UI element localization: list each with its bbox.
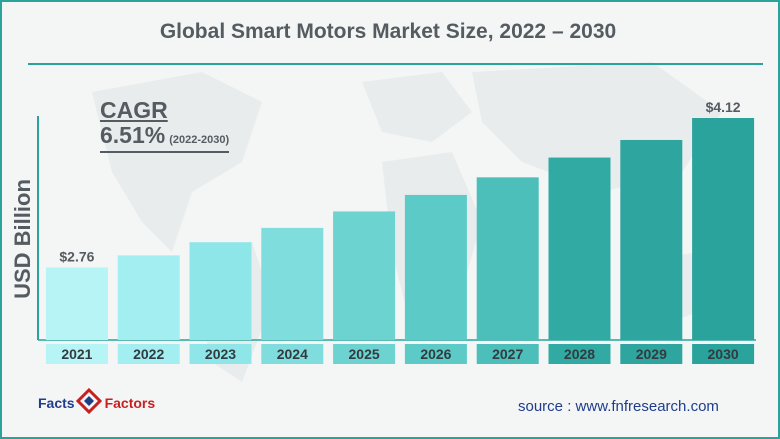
tick-band-2027 [476, 344, 539, 364]
facts-factors-logo-icon [76, 388, 102, 415]
bar-2029 [620, 139, 683, 340]
cagr-value: 6.51% [100, 122, 166, 148]
data-label-2021: $2.76 [59, 248, 94, 264]
tick-band-2024 [261, 344, 324, 364]
cagr-callout: CAGR 6.51% (2022-2030) [100, 97, 230, 153]
tick-band-2022 [117, 344, 180, 364]
tick-band-2026 [404, 344, 467, 364]
x-tick-label-2026: 2026 [420, 346, 451, 362]
bar-2028 [548, 157, 611, 340]
cagr-label: CAGR [100, 97, 168, 123]
x-tick-label-2025: 2025 [349, 346, 380, 362]
logo-facts: Facts [38, 395, 75, 411]
bar-2024 [261, 227, 324, 340]
tick-band-2030 [692, 344, 755, 364]
logo-factors: Factors [104, 395, 156, 411]
bar-2026 [404, 194, 467, 340]
cagr-row: 6.51% (2022-2030) [100, 122, 230, 153]
bar-2030 [692, 118, 755, 340]
x-tick-label-2023: 2023 [205, 346, 236, 362]
bar-2023 [189, 242, 252, 340]
facts-factors-logo: Facts Factors [38, 395, 155, 411]
title-divider [28, 63, 763, 65]
bar-2027 [476, 177, 539, 340]
tick-band-2023 [189, 344, 252, 364]
bar-2022 [117, 255, 180, 340]
x-tick-label-2030: 2030 [708, 346, 739, 362]
tick-band-2021 [45, 344, 108, 364]
tick-band-2029 [620, 344, 683, 364]
source-text: source : www.fnfresearch.com [518, 398, 719, 415]
x-tick-label-2021: 2021 [61, 346, 92, 362]
x-tick-label-2028: 2028 [564, 346, 595, 362]
tick-band-2028 [548, 344, 611, 364]
bar-2021 [45, 267, 108, 340]
x-tick-label-2027: 2027 [492, 346, 523, 362]
data-label-2030: $4.12 [706, 99, 741, 115]
bar-2025 [333, 211, 396, 340]
tick-band-2025 [333, 344, 396, 364]
x-tick-label-2022: 2022 [133, 346, 164, 362]
cagr-range: (2022-2030) [169, 134, 230, 146]
x-tick-label-2024: 2024 [277, 346, 308, 362]
chart-title: Global Smart Motors Market Size, 2022 – … [159, 20, 617, 43]
x-tick-label-2029: 2029 [636, 346, 667, 362]
